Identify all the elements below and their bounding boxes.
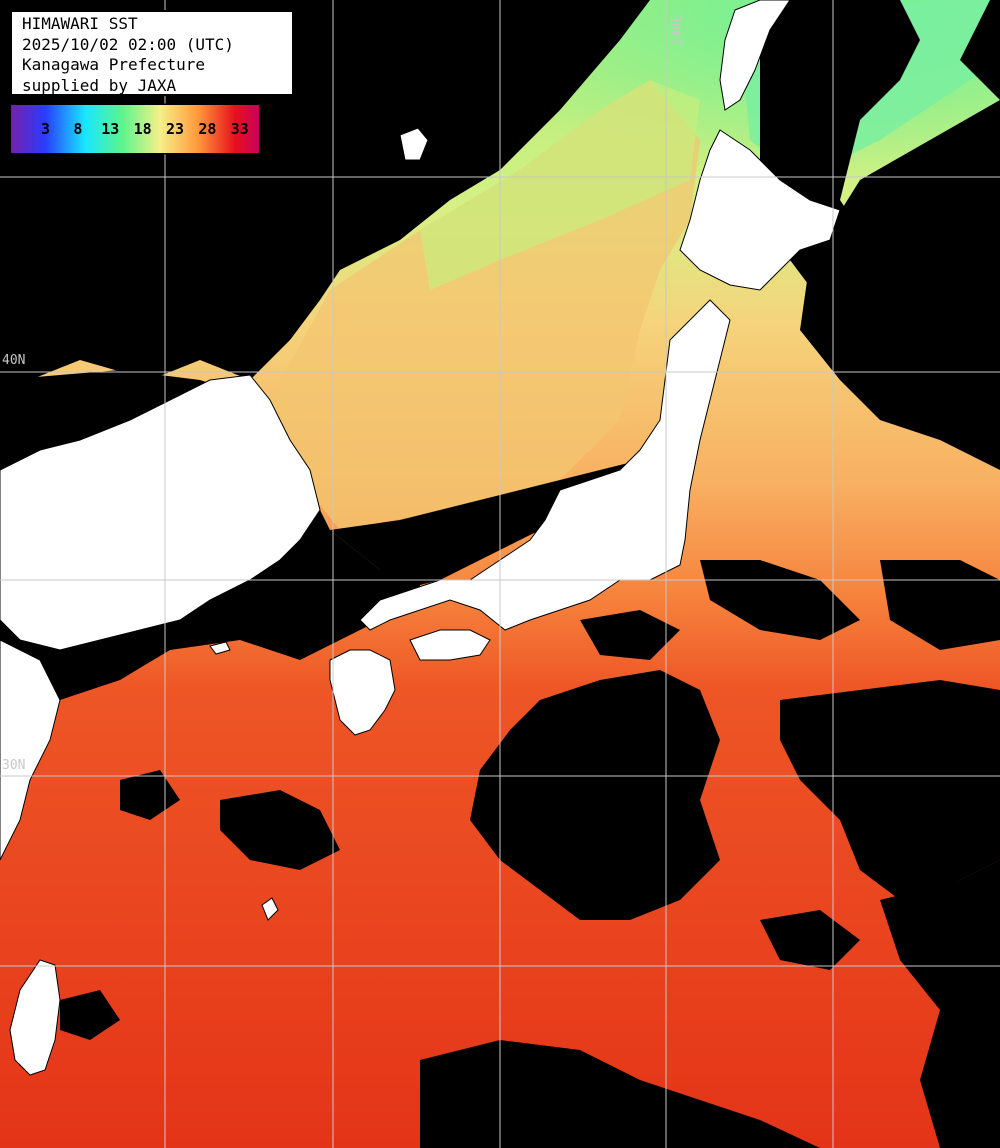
land-taiwan — [9, 959, 61, 1076]
scale-tick: 23 — [165, 120, 185, 138]
title-line-3: Kanagawa Prefecture — [22, 55, 206, 74]
cloud-patch-7 — [580, 610, 680, 660]
cloud-patch-1 — [220, 790, 340, 870]
land-okinawa — [261, 897, 279, 921]
grid-label-30n: 30N — [2, 758, 26, 773]
color-scale-bar — [9, 103, 261, 155]
title-box: HIMAWARI SST 2025/10/02 02:00 (UTC) Kana… — [10, 10, 294, 96]
scale-tick: 33 — [230, 120, 249, 138]
cloud-patch-4 — [60, 990, 120, 1040]
land-hokkaido — [679, 129, 841, 291]
title-line-4: supplied by JAXA — [22, 75, 177, 95]
land-kyushu — [329, 649, 396, 736]
cloud-pacific-east — [780, 680, 1000, 900]
land-korea-china — [0, 374, 321, 651]
cloud-east — [800, 100, 1000, 470]
title-line-1: HIMAWARI SST — [22, 14, 138, 33]
scale-tick: 28 — [198, 120, 217, 138]
cloud-central-pacific — [470, 670, 720, 920]
cloud-japan-south-coast — [330, 430, 660, 590]
land-ulleung — [399, 127, 429, 161]
scale-tick: 18 — [133, 120, 152, 138]
scale-tick: 3 — [40, 120, 50, 138]
cloud-patch-6 — [760, 910, 860, 970]
land-sakhalin — [719, 0, 791, 111]
cloud-southeast — [880, 860, 1000, 1148]
cloud-south — [420, 1040, 820, 1148]
cloud-patch-3 — [880, 560, 1000, 650]
land-china-coast — [0, 639, 61, 861]
sea-japan-sea-north — [420, 80, 700, 290]
scale-tick: 8 — [73, 120, 83, 138]
scale-tick: 13 — [101, 120, 120, 138]
color-scale-labels: 3 8 13 18 23 28 33 — [10, 104, 260, 154]
land — [0, 0, 841, 1076]
cloud-northwest — [0, 0, 650, 390]
land-honshu — [359, 299, 731, 631]
title-line-2: 2025/10/02 02:00 (UTC) — [22, 34, 234, 54]
land-jeju — [209, 641, 231, 655]
grid-label-40n: 40N — [2, 353, 26, 368]
grid-label-140e: 140E — [670, 14, 685, 46]
land-shikoku — [409, 629, 491, 661]
